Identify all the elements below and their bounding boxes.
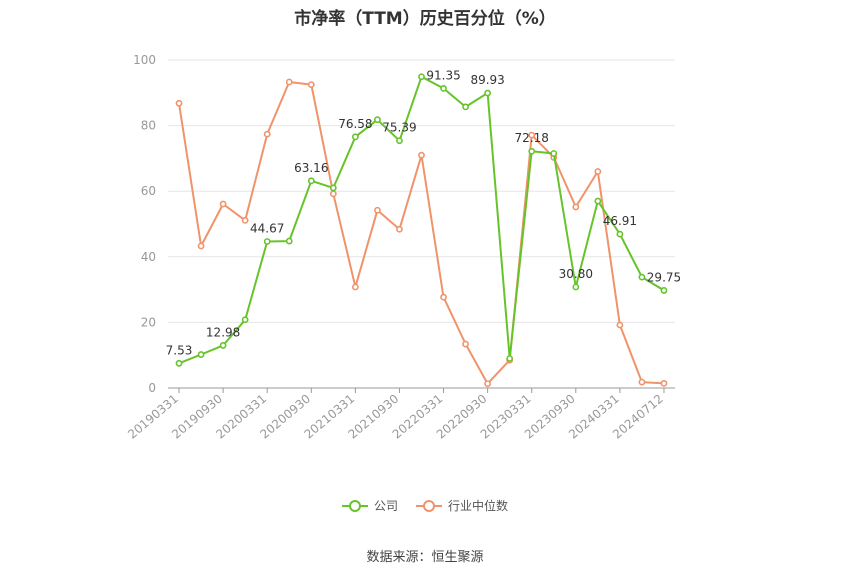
data-source: 数据来源：恒生聚源 bbox=[366, 550, 484, 565]
data-label: 72.18 bbox=[515, 131, 549, 145]
data-point bbox=[241, 316, 249, 324]
data-point bbox=[418, 73, 425, 81]
data-point bbox=[374, 116, 381, 124]
data-point bbox=[219, 200, 227, 208]
data-point bbox=[351, 133, 359, 141]
y-tick-label: 20 bbox=[141, 315, 156, 329]
data-point bbox=[197, 351, 205, 358]
data-point bbox=[351, 283, 359, 291]
data-point bbox=[462, 340, 469, 348]
data-point bbox=[484, 380, 492, 388]
data-point bbox=[572, 203, 580, 211]
series-company bbox=[175, 73, 668, 367]
data-point bbox=[263, 130, 271, 138]
data-point bbox=[329, 184, 337, 192]
data-label: 63.16 bbox=[294, 161, 328, 175]
data-point bbox=[175, 99, 183, 107]
data-point bbox=[440, 84, 447, 92]
data-point bbox=[440, 293, 447, 301]
data-point bbox=[594, 168, 602, 175]
data-point bbox=[616, 230, 624, 238]
data-point bbox=[285, 237, 293, 245]
chart-title: 市净率（TTM）历史百分位（%） bbox=[294, 9, 556, 29]
data-point bbox=[307, 177, 315, 185]
data-label: 76.58 bbox=[338, 117, 372, 131]
data-point bbox=[285, 78, 293, 86]
data-label: 30.80 bbox=[559, 267, 593, 281]
data-labels: 7.53 12.98 44.67 63.16 76.58 75.39 91.35 89.93 7… bbox=[166, 68, 681, 357]
data-point bbox=[241, 216, 249, 224]
data-label: 12.98 bbox=[206, 325, 240, 339]
y-tick-label: 100 bbox=[133, 53, 156, 67]
data-point bbox=[550, 150, 558, 157]
legend: 公司 行业中位数 bbox=[0, 497, 850, 514]
data-label: 89.93 bbox=[470, 73, 504, 87]
data-label: 75.39 bbox=[382, 121, 416, 135]
data-point bbox=[638, 378, 646, 386]
data-point bbox=[418, 151, 425, 159]
legend-label-industry-median: 行业中位数 bbox=[448, 499, 509, 513]
data-label: 44.67 bbox=[250, 221, 284, 235]
data-point bbox=[506, 355, 514, 362]
legend-item-industry-median[interactable]: 行业中位数 bbox=[416, 497, 508, 514]
data-point bbox=[462, 103, 469, 111]
data-point bbox=[638, 273, 646, 281]
data-point bbox=[484, 89, 492, 97]
data-point bbox=[660, 287, 668, 294]
series-line bbox=[178, 75, 665, 365]
legend-item-company[interactable]: 公司 bbox=[341, 497, 398, 514]
series-lines bbox=[175, 73, 668, 388]
data-label: 91.35 bbox=[426, 68, 460, 82]
y-tick-label: 60 bbox=[141, 184, 156, 198]
data-point bbox=[528, 131, 536, 139]
y-tick-label: 80 bbox=[141, 119, 156, 133]
data-point bbox=[528, 147, 536, 155]
legend-company-marker-icon bbox=[341, 499, 368, 512]
data-point bbox=[175, 359, 183, 367]
data-label: 46.91 bbox=[603, 214, 637, 228]
legend-label-company: 公司 bbox=[373, 499, 398, 513]
grid-lines bbox=[168, 59, 675, 323]
data-point bbox=[572, 283, 580, 291]
data-point bbox=[329, 190, 337, 198]
data-point bbox=[594, 197, 602, 205]
y-tick-label: 0 bbox=[148, 381, 156, 395]
data-point bbox=[660, 380, 668, 387]
data-point bbox=[616, 321, 624, 329]
data-label: 29.75 bbox=[647, 270, 681, 284]
data-point bbox=[396, 225, 403, 233]
y-tick-label: 40 bbox=[141, 250, 156, 264]
data-label: 7.53 bbox=[166, 343, 193, 357]
data-point bbox=[263, 238, 271, 245]
data-point bbox=[219, 342, 227, 349]
data-point bbox=[396, 137, 403, 145]
data-point bbox=[307, 81, 315, 88]
data-point bbox=[197, 242, 205, 250]
legend-industry-marker-icon bbox=[416, 499, 442, 512]
data-point bbox=[374, 206, 381, 214]
axes: 0204060801002019033120190930202003312020… bbox=[125, 53, 675, 442]
